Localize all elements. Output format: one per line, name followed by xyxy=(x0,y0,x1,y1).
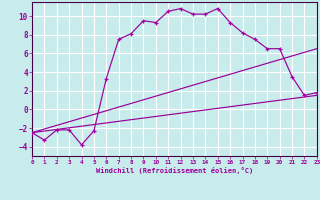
X-axis label: Windchill (Refroidissement éolien,°C): Windchill (Refroidissement éolien,°C) xyxy=(96,167,253,174)
